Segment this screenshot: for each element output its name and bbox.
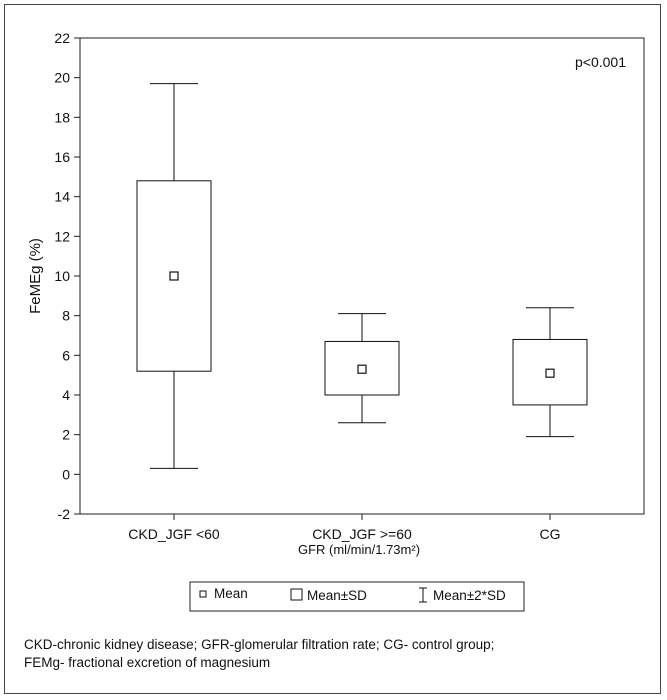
y-tick-label-8: 14 xyxy=(54,189,70,205)
caption-line-1: CKD-chronic kidney disease; GFR-glomerul… xyxy=(24,637,495,652)
mean-marker-2 xyxy=(545,368,555,378)
y-tick-label-11: 20 xyxy=(54,70,70,86)
y-tick-label-5: 8 xyxy=(62,308,70,324)
box-group-0 xyxy=(136,83,212,469)
legend-2sd-icon xyxy=(419,587,427,603)
mean-marker-1 xyxy=(357,364,367,374)
figure-caption: CKD-chronic kidney disease; GFR-glomerul… xyxy=(24,636,644,672)
y-axis-label: FeMEg (%) xyxy=(27,238,44,314)
y-axis: -2 0 2 4 6 8 10 12 14 16 18 20 22 xyxy=(54,30,80,522)
y-tick-label-9: 16 xyxy=(54,149,70,165)
legend: Mean Mean±SD Mean±2*SD xyxy=(189,581,525,612)
mean-marker-0 xyxy=(169,271,179,281)
legend-sd-label: Mean±SD xyxy=(307,588,367,603)
legend-sd-icon xyxy=(290,588,303,601)
p-value-annotation: p<0.001 xyxy=(575,54,626,70)
y-tick-label-4: 6 xyxy=(62,347,70,363)
y-tick-label-6: 10 xyxy=(54,268,70,284)
y-tick-label-3: 4 xyxy=(62,387,70,403)
y-tick-label-1: 0 xyxy=(62,466,70,482)
x-tick-label-1: CKD_JGF >=60 xyxy=(312,526,412,542)
figure-frame xyxy=(4,4,661,694)
box-group-2 xyxy=(512,307,588,438)
x-axis: CKD_JGF <60 CKD_JGF >=60 CG xyxy=(128,514,561,542)
plot-area xyxy=(79,37,645,515)
x-tick-label-2: CG xyxy=(540,526,561,542)
legend-box xyxy=(189,581,525,612)
y-tick-label-10: 18 xyxy=(54,109,70,125)
legend-mean-label: Mean xyxy=(214,586,248,601)
y-tick-label-0: -2 xyxy=(58,506,71,522)
x-tick-label-0: CKD_JGF <60 xyxy=(128,526,220,542)
box-group-1 xyxy=(324,313,400,424)
caption-line-2: FEMg- fractional excretion of magnesium xyxy=(24,655,271,670)
y-tick-label-2: 2 xyxy=(62,427,70,443)
legend-mean-icon xyxy=(199,590,207,598)
legend-2sd-label: Mean±2*SD xyxy=(433,588,506,603)
x-axis-label: GFR (ml/min/1.73m²) xyxy=(298,542,420,557)
boxes xyxy=(136,83,588,469)
y-tick-label-12: 22 xyxy=(54,30,70,46)
y-tick-label-7: 12 xyxy=(54,228,70,244)
